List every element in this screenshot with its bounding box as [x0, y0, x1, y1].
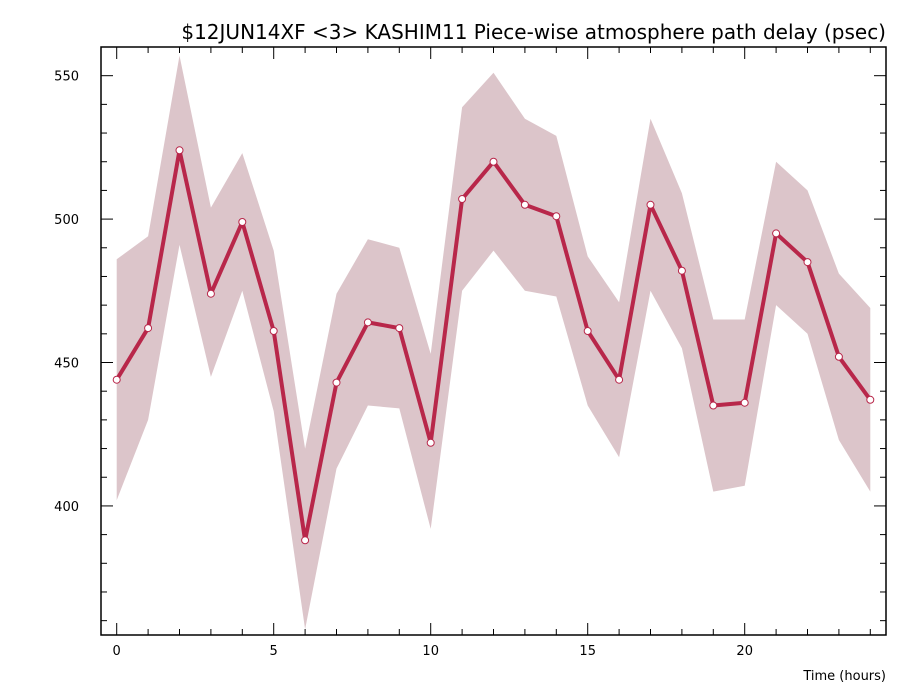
data-point: [740, 398, 749, 407]
y-tick-label: 500: [54, 213, 79, 228]
data-point: [866, 395, 875, 404]
data-point: [269, 327, 278, 335]
y-tick-label: 400: [54, 500, 79, 515]
data-point: [677, 266, 686, 275]
data-point: [363, 318, 372, 327]
x-tick-label: 0: [113, 644, 121, 659]
data-point: [426, 438, 435, 447]
data-point: [552, 212, 561, 221]
error-band-layer: [116, 55, 871, 630]
chart-title: $12JUN14XF <3> KASHIM11 Piece-wise atmos…: [181, 20, 886, 44]
x-tick-label: 10: [422, 644, 439, 659]
x-axis-label: Time (hours): [802, 669, 886, 684]
data-point: [646, 200, 655, 209]
x-tick-label: 15: [579, 644, 596, 659]
data-point-layer: [112, 146, 875, 545]
data-point: [615, 375, 624, 384]
data-point: [709, 401, 718, 410]
x-tick-label: 5: [270, 644, 278, 659]
data-point: [144, 324, 153, 333]
data-point: [332, 378, 341, 387]
data-point: [834, 352, 843, 361]
data-point: [175, 146, 184, 155]
data-point: [772, 229, 781, 238]
error-band: [116, 55, 871, 630]
data-point: [206, 289, 215, 298]
data-point: [458, 195, 467, 203]
data-point: [301, 536, 310, 545]
y-tick-label: 550: [54, 70, 79, 85]
y-tick-label: 450: [54, 357, 79, 372]
data-point: [395, 324, 404, 333]
data-point: [803, 258, 812, 267]
data-point: [489, 157, 498, 166]
x-tick-label: 20: [736, 644, 753, 659]
axis-ticks: [101, 46, 886, 635]
axis-tick-labels: 0 5 10 15 20 400 450 500 550: [54, 70, 753, 659]
data-point: [112, 375, 121, 384]
data-point: [520, 200, 529, 209]
data-point: [583, 327, 592, 335]
data-point: [238, 218, 247, 226]
